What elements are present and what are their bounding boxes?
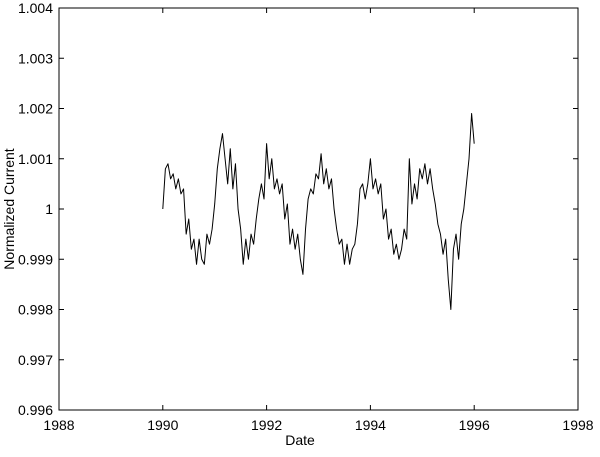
x-tick-label: 1994 (355, 417, 386, 433)
y-tick-label: 1.002 (18, 101, 53, 117)
y-tick-label: 0.998 (18, 302, 53, 318)
y-tick-label: 1.001 (18, 151, 53, 167)
y-axis-label: Normalized Current (1, 148, 17, 269)
x-tick-label: 1996 (459, 417, 490, 433)
y-tick-label: 0.996 (18, 402, 53, 418)
x-tick-label: 1990 (147, 417, 178, 433)
x-tick-label: 1988 (43, 417, 74, 433)
y-tick-label: 1.003 (18, 50, 53, 66)
y-tick-label: 0.997 (18, 352, 53, 368)
x-axis-label: Date (285, 432, 315, 448)
axes-box (58, 7, 579, 411)
y-tick-label: 1 (45, 201, 53, 217)
data-line (162, 113, 475, 310)
y-tick-label: 0.999 (18, 251, 53, 267)
y-tick-label: 1.004 (18, 0, 53, 16)
x-tick-label: 1998 (562, 417, 593, 433)
x-tick-label: 1992 (251, 417, 282, 433)
